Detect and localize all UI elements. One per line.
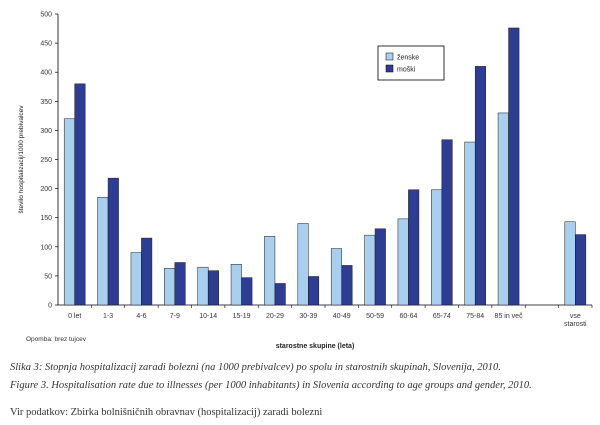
legend-swatch-moski <box>385 64 394 73</box>
x-tick-labels: 0 let 1-3 4-6 7-9 10-14 15-19 20-29 30-39 40-49 5… <box>68 313 587 328</box>
y-tick-label: 200 <box>40 186 52 193</box>
bar-zenske <box>230 264 242 306</box>
bar-zenske <box>464 141 476 306</box>
x-tick-label: 15-19 <box>233 313 251 320</box>
bar-moski <box>308 276 320 306</box>
x-tick-label: 4-6 <box>136 313 146 320</box>
x-tick-label: 60-64 <box>399 313 417 320</box>
bar-moski <box>441 139 453 306</box>
bar-zenske <box>397 218 409 306</box>
bar-moski <box>474 66 486 306</box>
x-tick-label: 75-84 <box>466 313 484 320</box>
x-tick-label: 40-49 <box>333 313 351 320</box>
bar-chart: 0 50 100 150 200 250 300 350 400 450 500 0 let 1-3 4… <box>18 12 593 350</box>
bar-zenske <box>97 197 109 306</box>
y-tick-label: 350 <box>40 99 52 106</box>
caption-english: Figure 3. Hospitalisation rate due to il… <box>10 380 532 391</box>
x-tick-label: 1-3 <box>103 313 113 320</box>
caption-slovenian: Slika 3: Stopnja hospitalizacij zaradi b… <box>10 362 501 373</box>
bar-zenske <box>63 118 75 306</box>
bar-moski <box>374 228 386 306</box>
y-axis-title: število hospitalizacij/1000 prebivalcev <box>18 105 25 214</box>
bar-zenske <box>497 112 509 306</box>
bar-zenske <box>130 252 142 306</box>
bar-moski <box>508 27 520 306</box>
y-tick-label: 450 <box>40 41 52 48</box>
x-tick-label: 30-39 <box>299 313 317 320</box>
data-source: Vir podatkov: Zbirka bolnišničnih obravn… <box>10 407 323 418</box>
bar-zenske <box>297 223 309 306</box>
y-tick-label: 300 <box>40 128 52 135</box>
bar-zenske <box>364 234 376 306</box>
bar-moski <box>207 270 219 306</box>
y-tick-label: 400 <box>40 70 52 77</box>
bar-moski <box>141 237 153 306</box>
y-tick-label: 500 <box>40 12 52 19</box>
x-axis-title: starostne skupine (leta) <box>276 343 355 350</box>
x-tick-label: 10-14 <box>199 313 217 320</box>
legend-label-moski: moški <box>397 67 416 74</box>
bar-moski <box>241 277 253 306</box>
x-tick-label: 65-74 <box>433 313 451 320</box>
legend-label-zenske: ženske <box>397 55 419 62</box>
bar-moski <box>174 262 186 306</box>
x-tick-label: 7-9 <box>170 313 180 320</box>
y-tick-label: 0 <box>48 303 52 310</box>
x-tick-label: vse <box>570 313 581 320</box>
bar-zenske <box>564 221 576 306</box>
x-tick-label: 20-29 <box>266 313 284 320</box>
x-tick-label: 50-59 <box>366 313 384 320</box>
bar-zenske <box>330 248 342 306</box>
legend-box <box>377 45 445 81</box>
bar-moski <box>274 283 286 306</box>
bar-zenske <box>264 236 276 306</box>
y-tick-label: 100 <box>40 244 52 251</box>
x-tick-label: 85 in več <box>495 313 524 320</box>
legend-swatch-zenske <box>385 52 394 61</box>
bar-moski <box>408 189 420 306</box>
bar-moski <box>341 265 353 306</box>
y-tick-label: 150 <box>40 215 52 222</box>
bar-moski <box>575 234 587 306</box>
bar-moski <box>107 177 119 306</box>
x-tick-label: 0 let <box>68 313 81 320</box>
y-tick-label: 250 <box>40 157 52 164</box>
bar-zenske <box>431 189 443 306</box>
y-tick-label: 50 <box>44 273 52 280</box>
x-tick-label: starosti <box>564 321 587 328</box>
note-text: Opomba: brez tujcev <box>26 336 87 343</box>
bar-zenske <box>164 268 176 306</box>
bars <box>63 27 587 306</box>
legend: ženske moški <box>377 45 445 81</box>
bar-zenske <box>197 266 209 306</box>
bar-moski <box>74 83 86 306</box>
